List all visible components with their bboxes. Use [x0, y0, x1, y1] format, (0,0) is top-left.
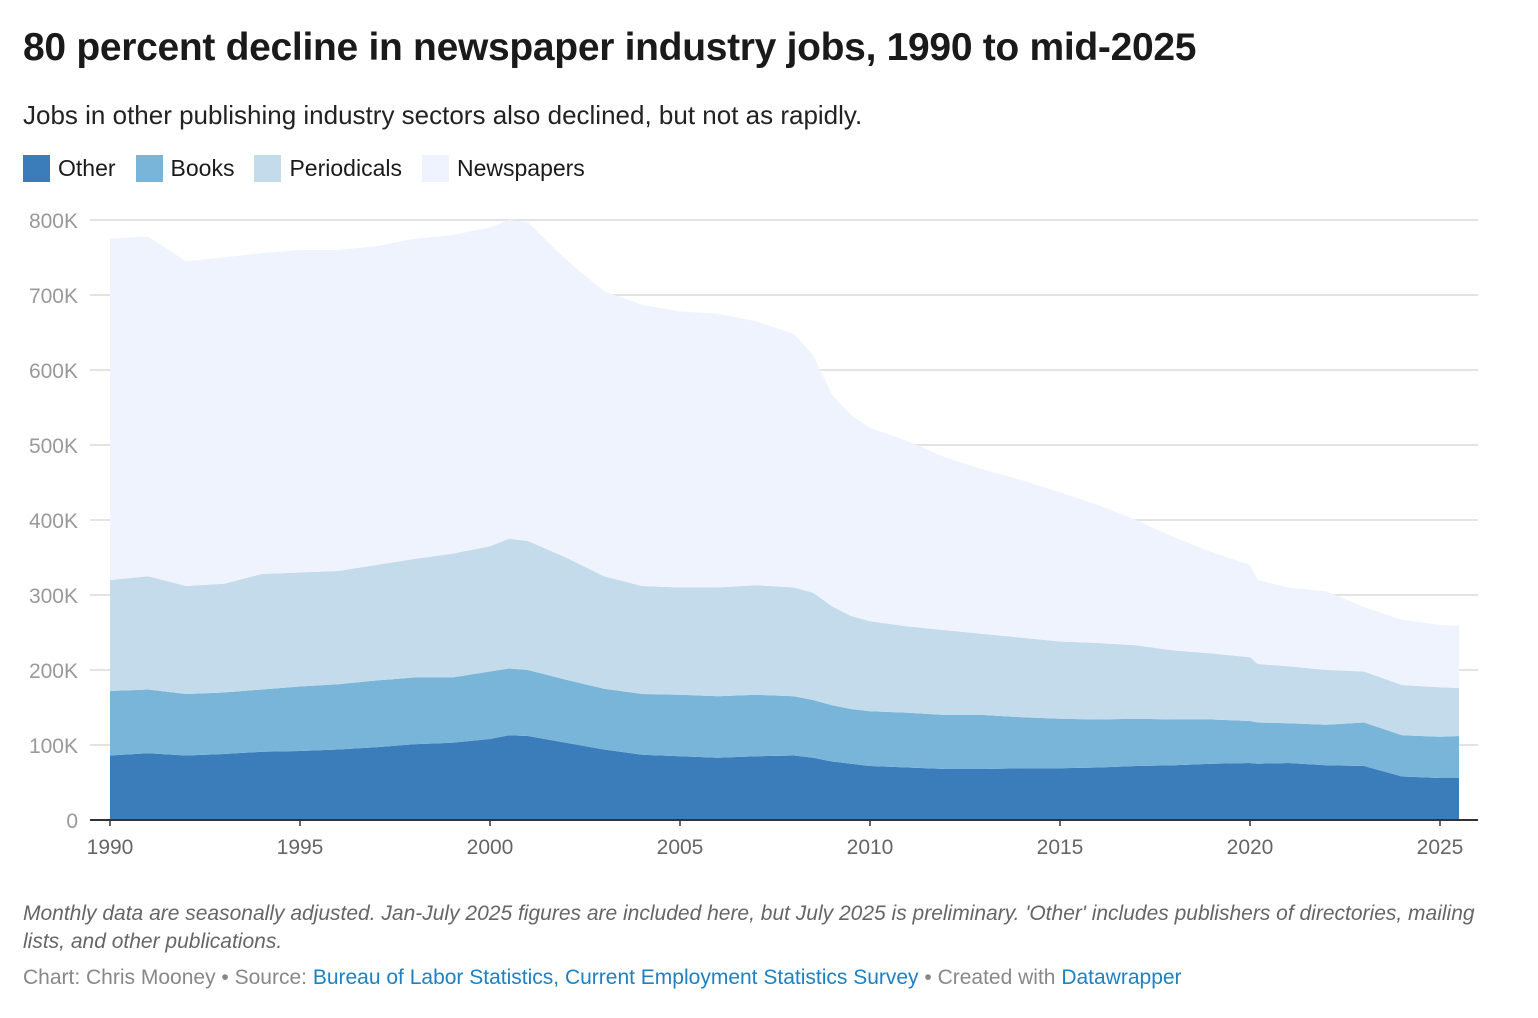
area-newspapers	[110, 220, 1459, 688]
chart-notes: Monthly data are seasonally adjusted. Ja…	[23, 902, 1475, 953]
area-periodicals	[110, 538, 1459, 737]
legend-label: Other	[58, 155, 116, 181]
y-tick-label: 600K	[29, 360, 78, 383]
x-tick-label: 2015	[1037, 836, 1084, 859]
x-tick-label: 1990	[87, 836, 134, 859]
x-tick-label: 2005	[657, 836, 704, 859]
area-other	[110, 735, 1459, 820]
legend-label: Periodicals	[289, 155, 402, 181]
legend-swatch	[135, 155, 163, 182]
y-tick-label: 0	[66, 810, 78, 833]
x-tick-label: 2020	[1227, 836, 1274, 859]
source-line: Chart: Chris Mooney • Source: Bureau of …	[23, 966, 1182, 990]
legend-item-other: Other	[23, 155, 116, 182]
datawrapper-link[interactable]: Datawrapper	[1061, 966, 1182, 989]
legend: Other Books Periodicals Newspapers	[23, 155, 585, 182]
legend-swatch	[254, 155, 282, 182]
y-tick-label: 300K	[29, 585, 78, 608]
chart-credit: Chart: Chris Mooney	[23, 966, 216, 989]
y-tick-label: 800K	[29, 210, 78, 233]
y-tick-label: 700K	[29, 285, 78, 308]
chart-subtitle: Jobs in other publishing industry sector…	[23, 100, 863, 130]
legend-item-books: Books	[135, 155, 235, 182]
x-tick-label: 2025	[1417, 836, 1464, 859]
separator: • Created with	[918, 966, 1062, 989]
legend-item-newspapers: Newspapers	[421, 155, 585, 182]
chart-title: 80 percent decline in newspaper industry…	[23, 26, 1197, 69]
y-tick-label: 100K	[29, 735, 78, 758]
y-tick-label: 500K	[29, 435, 78, 458]
area-books	[110, 668, 1459, 778]
legend-label: Books	[170, 155, 235, 181]
legend-label: Newspapers	[456, 155, 585, 181]
x-tick-label: 1995	[277, 836, 324, 859]
x-tick-label: 2010	[847, 836, 894, 859]
x-tick-label: 2000	[467, 836, 514, 859]
stacked-area-chart: 0 100K 200K 300K 400K 500K 600K 700K 800K 1990 199…	[29, 210, 1478, 859]
source-link[interactable]: Bureau of Labor Statistics, Current Empl…	[312, 966, 919, 989]
legend-swatch	[421, 155, 449, 182]
y-tick-label: 400K	[29, 510, 78, 533]
legend-swatch	[23, 155, 50, 182]
separator: • Source:	[215, 966, 313, 989]
legend-item-periodicals: Periodicals	[254, 155, 402, 182]
y-tick-label: 200K	[29, 660, 78, 683]
